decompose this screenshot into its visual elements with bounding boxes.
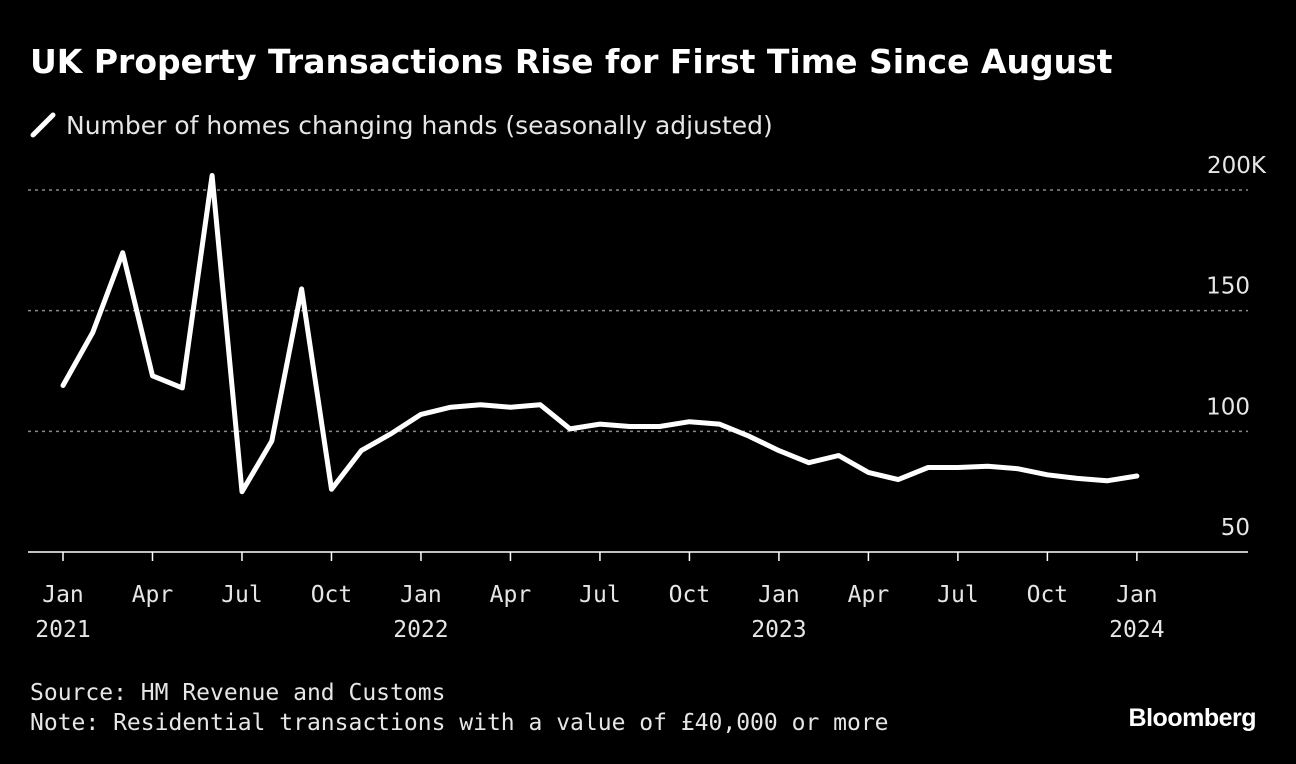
x-tick-year-label: 2022	[393, 617, 448, 643]
y-tick-label: 100	[1206, 394, 1250, 420]
y-tick-label: 50	[1221, 515, 1250, 541]
legend: Number of homes changing hands (seasonal…	[30, 108, 773, 142]
note-text: Note: Residential transactions with a va…	[30, 710, 889, 736]
x-tick-label: Jul	[221, 582, 263, 608]
x-tick-label: Jul	[579, 582, 621, 608]
x-tick-label: Jul	[937, 582, 979, 608]
x-tick-year-label: 2021	[35, 617, 90, 643]
x-tick-label: Apr	[132, 582, 174, 608]
x-tick-label: Jan	[42, 582, 84, 608]
x-tick-year-label: 2024	[1109, 617, 1164, 643]
x-tick-year-label: 2023	[751, 617, 806, 643]
legend-label: Number of homes changing hands (seasonal…	[66, 110, 773, 140]
bloomberg-logo: Bloomberg	[1128, 704, 1257, 732]
y-tick-label: 150	[1206, 274, 1250, 300]
x-tick-label: Jan	[758, 582, 800, 608]
gridlines	[28, 189, 1248, 433]
data-series	[60, 173, 1140, 495]
x-tick-label: Jan	[1116, 582, 1158, 608]
series-line	[60, 173, 1140, 495]
x-tick-label: Jan	[400, 582, 442, 608]
y-axis-tick-labels: 200K 150 100 50	[1206, 153, 1267, 541]
x-tick-label: Apr	[490, 582, 532, 608]
x-tick-label: Oct	[669, 582, 711, 608]
x-tick-label: Oct	[311, 582, 353, 608]
y-tick-label: 200K	[1207, 153, 1267, 179]
legend-line-icon	[30, 112, 56, 138]
chart-title: UK Property Transactions Rise for First …	[30, 42, 1113, 81]
x-tick-label: Oct	[1027, 582, 1069, 608]
footer-notes: Source: HM Revenue and Customs Note: Res…	[30, 678, 889, 738]
x-tick-label: Apr	[848, 582, 890, 608]
x-axis: Jan 2021 Apr Jul Oct Jan 2022 Apr Jul Oct Jan 2023 A…	[28, 551, 1248, 643]
source-text: Source: HM Revenue and Customs	[30, 680, 446, 706]
